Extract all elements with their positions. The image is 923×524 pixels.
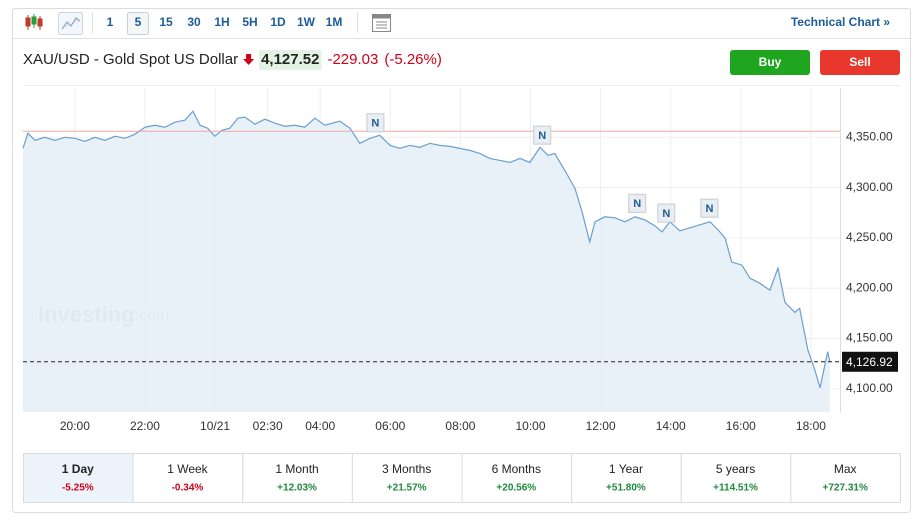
period-label[interactable]: 1 Year (609, 462, 643, 476)
line-icon (61, 17, 81, 30)
period-cell[interactable] (351, 453, 463, 503)
period-label[interactable]: 1 Week (167, 462, 208, 476)
period-cell[interactable] (680, 453, 792, 503)
x-tick-label: 20:00 (60, 419, 90, 433)
news-marker[interactable] (700, 198, 719, 218)
candle-icon[interactable] (25, 14, 43, 30)
price-highlight (259, 50, 322, 70)
price-line (22, 110, 831, 389)
period-cell[interactable] (242, 453, 353, 503)
y-tick-label: 4,200.00 (846, 280, 893, 294)
interval-selected[interactable] (127, 12, 149, 35)
news-marker[interactable] (533, 125, 552, 145)
x-tick-label: 10:00 (515, 419, 545, 433)
interval-button[interactable]: 30 (187, 15, 201, 29)
period-change: +20.56% (496, 483, 536, 494)
period-cell[interactable] (132, 453, 244, 503)
sell-button[interactable] (820, 50, 900, 75)
y-tick-label: 4,300.00 (846, 180, 893, 194)
period-label[interactable]: Max (834, 462, 857, 476)
period-label[interactable]: 1 Day (62, 462, 94, 476)
period-cell[interactable] (461, 453, 573, 503)
period-change: +12.03% (277, 483, 317, 494)
x-tick-label: 12:00 (586, 419, 616, 433)
x-tick-label: 06:00 (375, 419, 405, 433)
sell-label[interactable]: Sell (849, 55, 870, 69)
news-marker-label[interactable]: N (538, 130, 546, 142)
buy-label[interactable]: Buy (759, 55, 782, 69)
x-tick-label: 10/21 (200, 419, 230, 433)
x-tick-label: 04:00 (305, 419, 335, 433)
instrument-title: XAU/USD - Gold Spot US Dollar (23, 51, 238, 68)
interval-button[interactable]: 1W (297, 15, 316, 29)
period-cell[interactable] (790, 453, 901, 503)
area (23, 111, 830, 412)
change-percent: (-5.26%) (384, 51, 442, 68)
interval-button[interactable]: 1M (326, 15, 343, 29)
news-marker[interactable] (366, 113, 385, 133)
period-label[interactable]: 6 Months (492, 462, 541, 476)
interval-button[interactable]: 15 (159, 15, 173, 29)
price: 4,127.52 (261, 51, 319, 68)
interval-button[interactable]: 5 (135, 15, 142, 29)
current-price-box (842, 351, 898, 372)
news-marker-label[interactable]: N (633, 198, 641, 210)
interval-button[interactable]: 1D (270, 15, 286, 29)
news-marker[interactable] (657, 203, 676, 223)
buy-button[interactable] (730, 50, 810, 75)
period-change: +21.57% (387, 483, 427, 494)
y-tick-label: 4,250.00 (846, 230, 893, 244)
x-tick-label: 14:00 (656, 419, 686, 433)
down-arrow (243, 54, 255, 65)
interval-button[interactable]: 5H (242, 15, 257, 29)
period-change: +727.31% (823, 483, 868, 494)
news-marker-label[interactable]: N (371, 118, 379, 130)
change: -229.03 (327, 51, 378, 68)
line-icon-box[interactable] (58, 12, 83, 35)
period-cell[interactable] (23, 453, 134, 503)
news-marker-label[interactable]: N (662, 208, 670, 220)
calendar-icon[interactable] (372, 14, 391, 32)
technical-chart-link[interactable]: Technical Chart » (791, 15, 890, 29)
news-marker-label[interactable]: N (705, 203, 713, 215)
news-marker[interactable] (628, 193, 647, 213)
y-tick-label: 4,100.00 (846, 381, 893, 395)
period-label[interactable]: 3 Months (382, 462, 431, 476)
current-price-label: 4,126.92 (846, 355, 893, 369)
y-tick-label: 4,150.00 (846, 331, 893, 345)
x-tick-label: 02:30 (253, 419, 283, 433)
period-change: -0.34% (172, 483, 204, 494)
x-tick-label: 22:00 (130, 419, 160, 433)
period-change: +114.51% (713, 483, 758, 494)
period-change: -5.25% (62, 483, 94, 494)
period-label[interactable]: 5 years (716, 462, 755, 476)
period-label[interactable]: 1 Month (275, 462, 318, 476)
x-tick-label: 08:00 (445, 419, 475, 433)
x-tick-label: 16:00 (726, 419, 756, 433)
y-tick-label: 4,350.00 (846, 129, 893, 143)
period-change: +51.80% (606, 483, 646, 494)
interval-button[interactable]: 1 (107, 15, 114, 29)
x-tick-label: 18:00 (796, 419, 826, 433)
period-cell[interactable] (571, 453, 682, 503)
interval-button[interactable]: 1H (214, 15, 229, 29)
